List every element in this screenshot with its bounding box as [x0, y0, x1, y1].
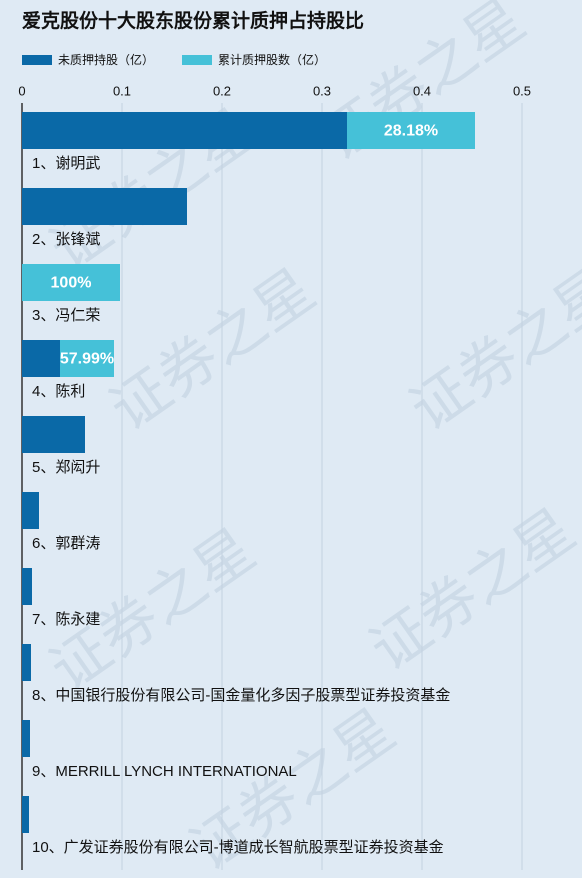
legend-swatch — [22, 55, 52, 65]
bar-segment — [22, 796, 29, 833]
data-label: 28.18% — [384, 123, 438, 140]
bar-segment — [60, 340, 114, 377]
category-label: 10、广发证券股份有限公司-博道成长智航股票型证券投资基金 — [32, 838, 444, 856]
bar-segment — [347, 112, 475, 149]
category-label: 2、张锋斌 — [32, 231, 100, 248]
category-label: 7、陈永建 — [32, 610, 100, 628]
data-label: 57.99% — [60, 351, 114, 368]
bar-segment — [22, 340, 60, 377]
bar-segment — [22, 416, 85, 453]
category-label: 8、中国银行股份有限公司-国金量化多因子股票型证券投资基金 — [32, 687, 450, 704]
category-label: 5、郑闳升 — [32, 459, 100, 476]
data-label: 100% — [51, 275, 92, 292]
category-label: 4、陈利 — [32, 382, 85, 400]
x-tick-label: 0 — [18, 83, 25, 98]
bar-segment — [22, 264, 120, 301]
legend-label: 累计质押股数（亿） — [218, 52, 326, 67]
category-label: 9、MERRILL LYNCH INTERNATIONAL — [32, 763, 297, 780]
bar-segment — [22, 492, 39, 529]
legend-label: 未质押持股（亿） — [58, 52, 154, 67]
bar-segment — [22, 644, 31, 681]
x-tick-label: 0.3 — [313, 83, 331, 98]
x-tick-label: 0.5 — [513, 83, 531, 98]
x-tick-label: 0.1 — [113, 83, 131, 98]
category-label: 6、郭群涛 — [32, 535, 100, 552]
category-label: 3、冯仁荣 — [32, 307, 100, 324]
bar-segment — [22, 112, 347, 149]
x-tick-label: 0.4 — [413, 83, 431, 98]
bar-segment — [22, 568, 32, 605]
x-tick-label: 0.2 — [213, 83, 231, 98]
chart-title: 爱克股份十大股东股份累计质押占持股比 — [22, 9, 364, 32]
bar-segment — [22, 188, 187, 225]
legend-swatch — [182, 55, 212, 65]
category-label: 1、谢明武 — [32, 155, 100, 172]
bar-segment — [22, 720, 30, 757]
